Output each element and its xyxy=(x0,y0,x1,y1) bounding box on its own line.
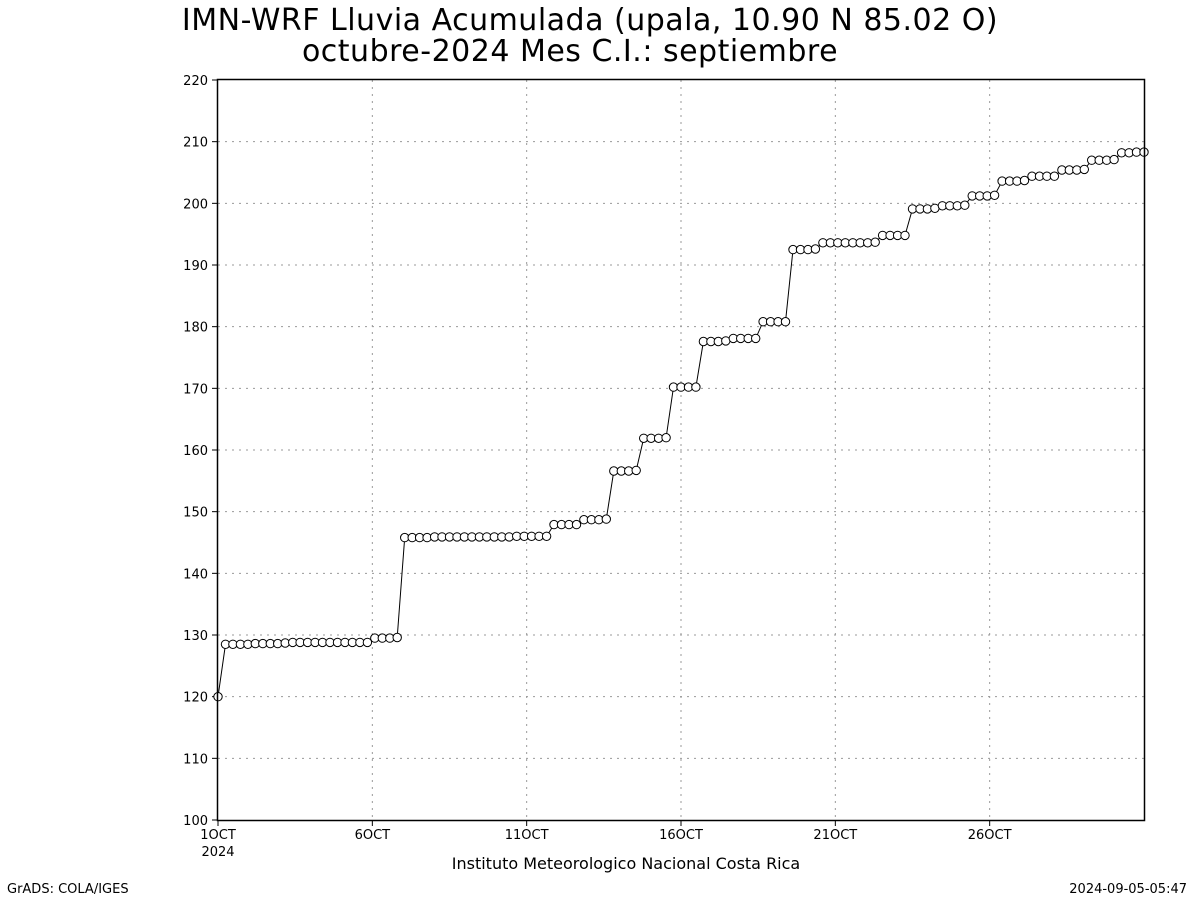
y-tick-label: 220 xyxy=(183,74,208,89)
x-tick-sublabel: 2024 xyxy=(201,845,234,860)
plot-frame xyxy=(216,78,1146,822)
y-tick-label: 200 xyxy=(183,197,208,212)
x-tick-label: 6OCT xyxy=(355,828,391,843)
y-tick-label: 100 xyxy=(183,814,208,829)
y-tick-label: 150 xyxy=(183,506,208,521)
data-point-marker xyxy=(1109,154,1119,165)
data-point-marker xyxy=(1049,171,1060,181)
data-point-marker xyxy=(691,382,701,392)
data-point-marker xyxy=(1079,164,1090,175)
data-point-marker xyxy=(870,237,880,247)
x-tick-label: 11OCT xyxy=(505,828,549,843)
footer-software-credit: GrADS: COLA/IGES xyxy=(7,882,129,897)
footer-timestamp: 2024-09-05-05:47 xyxy=(1069,882,1187,897)
x-axis-label: Instituto Meteorologico Nacional Costa R… xyxy=(452,854,800,873)
data-point-marker xyxy=(362,637,373,648)
y-tick-label: 190 xyxy=(183,259,208,274)
data-point-marker xyxy=(989,190,1000,201)
data-point-marker xyxy=(960,200,970,210)
data-series xyxy=(213,147,1149,702)
data-point-marker xyxy=(810,244,821,254)
data-point-marker xyxy=(631,465,641,476)
data-point-marker xyxy=(601,514,611,524)
y-tick-label: 140 xyxy=(183,567,208,582)
data-point-marker xyxy=(541,531,552,541)
x-tick-label: 21OCT xyxy=(813,828,857,843)
chart-title-line2: octubre-2024 Mes C.I.: septiembre xyxy=(301,34,839,69)
data-point-marker xyxy=(751,333,761,344)
y-tick-label: 210 xyxy=(183,136,208,151)
y-tick-label: 170 xyxy=(183,382,208,397)
y-tick-label: 110 xyxy=(183,752,208,767)
x-tick-label: 1OCT xyxy=(200,828,236,843)
x-tick-label: 26OCT xyxy=(968,828,1012,843)
data-point-marker xyxy=(571,519,582,530)
grid-lines xyxy=(218,80,1144,820)
y-tick-label: 120 xyxy=(183,691,208,706)
data-point-marker xyxy=(900,230,910,241)
chart-title-line1: IMN-WRF Lluvia Acumulada (upala, 10.90 N… xyxy=(181,3,999,38)
data-point-marker xyxy=(392,632,402,643)
y-tick-label: 160 xyxy=(183,444,208,459)
x-tick-label: 16OCT xyxy=(659,828,703,843)
data-point-marker xyxy=(1019,175,1030,186)
y-tick-label: 180 xyxy=(183,321,208,336)
axis-ticks: 100 110 120 130 140 150 160 170 180 190 200 210 220 1… xyxy=(183,74,1011,860)
data-point-marker xyxy=(661,433,671,443)
y-tick-label: 130 xyxy=(183,629,208,644)
data-point-marker xyxy=(780,317,791,327)
